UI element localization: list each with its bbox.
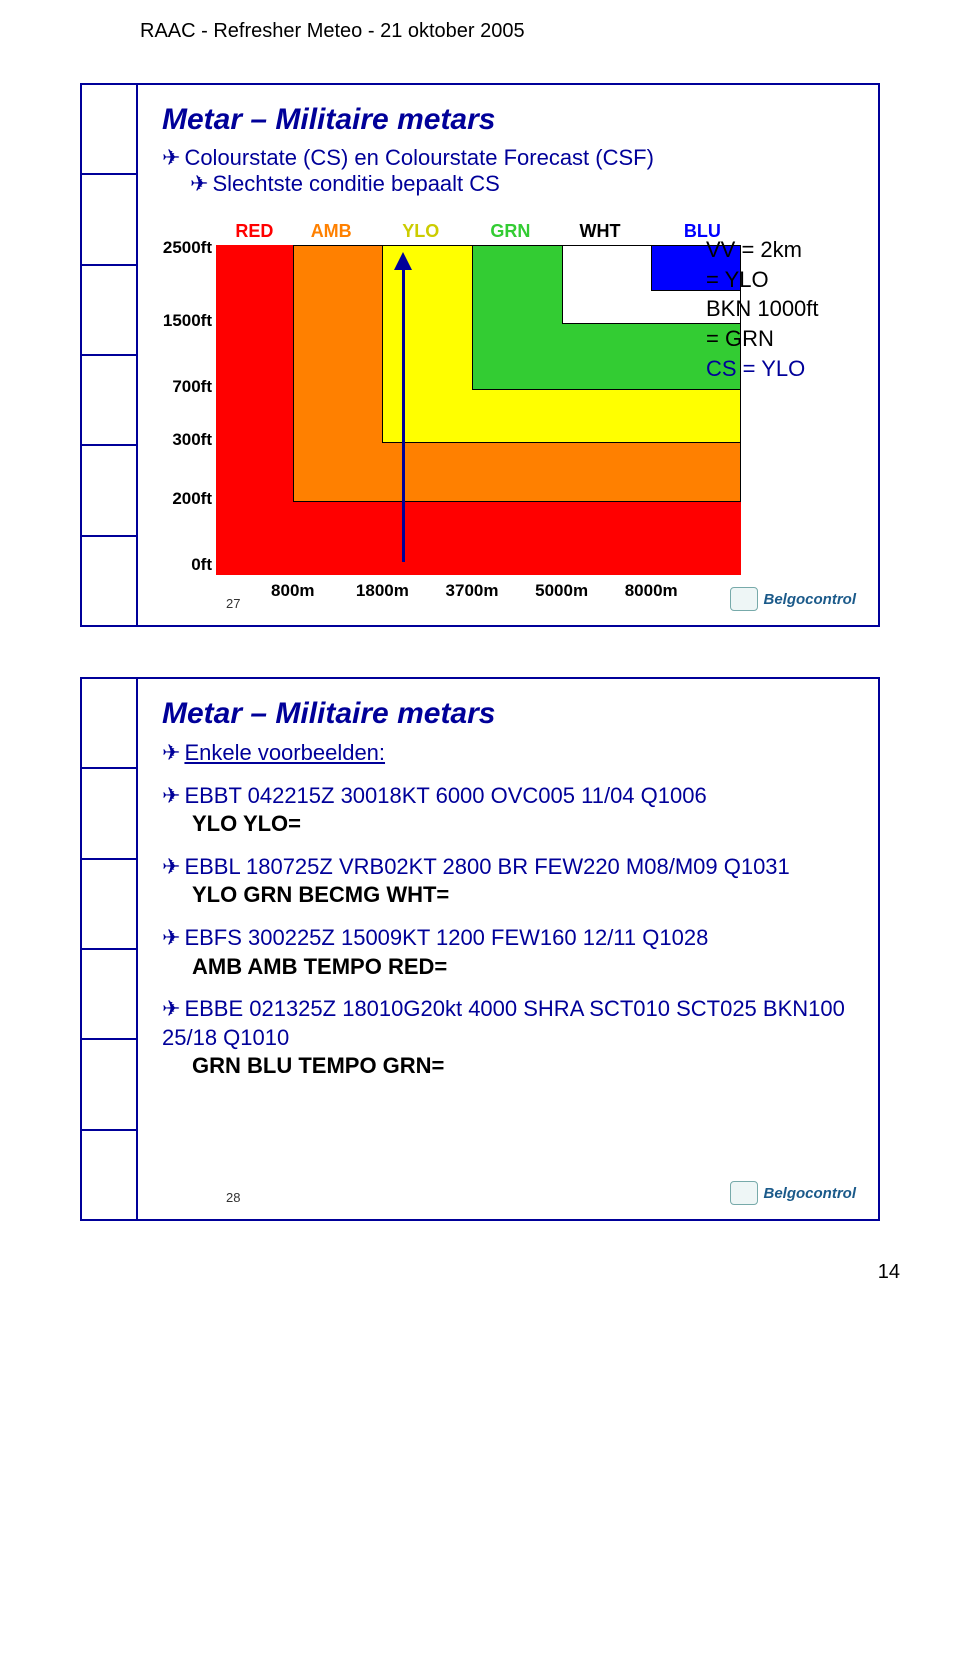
- belgocontrol-icon: [730, 587, 758, 611]
- metar-text: EBBE 021325Z 18010G20kt 4000 SHRA SCT010…: [162, 996, 845, 1050]
- slide-number: 28: [226, 1190, 240, 1205]
- slide-28-content: Metar – Militaire metars ✈Enkele voorbee…: [136, 679, 878, 1219]
- leftbar-seg: [82, 860, 136, 950]
- ylabel: 700ft: [152, 377, 212, 397]
- legend-line: VV = 2km: [706, 235, 819, 265]
- legend-text: VV = 2km = YLO BKN 1000ft = GRN CS = YLO: [706, 235, 819, 383]
- slide-left-bar: [82, 85, 138, 625]
- plane-icon: ✈: [162, 925, 180, 950]
- leftbar-seg: [82, 679, 136, 769]
- logo: Belgocontrol: [730, 587, 857, 611]
- intro-line: ✈Enkele voorbeelden:: [162, 739, 860, 768]
- xlabel: 1800m: [356, 581, 409, 601]
- legend-cs: CS = YLO: [706, 354, 819, 384]
- slide-left-bar: [82, 679, 138, 1219]
- plane-icon: ✈: [162, 740, 180, 765]
- metar-text: EBBL 180725Z VRB02KT 2800 BR FEW220 M08/…: [184, 854, 789, 879]
- leftbar-seg: [82, 266, 136, 356]
- sub1-text: Colourstate (CS) en Colourstate Forecast…: [184, 145, 654, 170]
- logo-text: Belgocontrol: [764, 591, 857, 608]
- subtitle-2: ✈Slechtste conditie bepaalt CS: [190, 171, 860, 197]
- leftbar-seg: [82, 85, 136, 175]
- plane-icon: ✈: [162, 854, 180, 879]
- sub2-text: Slechtste conditie bepaalt CS: [212, 171, 499, 196]
- slide-number: 27: [226, 596, 240, 611]
- logo-text: Belgocontrol: [764, 1185, 857, 1202]
- legend-line: = YLO: [706, 265, 819, 295]
- ylabel: 1500ft: [152, 311, 212, 331]
- intro-label: Enkele voorbeelden:: [184, 740, 385, 765]
- slide-27: Metar – Militaire metars ✈Colourstate (C…: [80, 83, 880, 627]
- leftbar-seg: [82, 1040, 136, 1130]
- leftbar-seg: [82, 356, 136, 446]
- slide-title: Metar – Militaire metars: [162, 103, 860, 137]
- metar-cs: AMB AMB TEMPO RED=: [192, 954, 447, 979]
- xlabel: 800m: [271, 581, 314, 601]
- leftbar-seg: [82, 537, 136, 625]
- logo: Belgocontrol: [730, 1181, 857, 1205]
- ylabel: 0ft: [152, 555, 212, 575]
- metar-text: EBBT 042215Z 30018KT 6000 OVC005 11/04 Q…: [184, 783, 706, 808]
- xlabel: 3700m: [446, 581, 499, 601]
- arrow-shaft: [402, 265, 405, 562]
- col-ylo: YLO: [402, 221, 439, 242]
- page-number: 14: [0, 1241, 960, 1324]
- col-wht: WHT: [580, 221, 621, 242]
- ylabel: 300ft: [152, 430, 212, 450]
- example-item: ✈EBFS 300225Z 15009KT 1200 FEW160 12/11 …: [162, 924, 860, 981]
- examples-list: ✈Enkele voorbeelden: ✈EBBT 042215Z 30018…: [162, 739, 860, 1081]
- xlabel: 8000m: [625, 581, 678, 601]
- leftbar-seg: [82, 1131, 136, 1219]
- plane-icon: ✈: [190, 171, 208, 196]
- y-axis-labels: 2500ft 1500ft 700ft 300ft 200ft 0ft: [152, 245, 212, 575]
- metar-cs: GRN BLU TEMPO GRN=: [192, 1053, 444, 1078]
- plane-icon: ✈: [162, 783, 180, 808]
- example-item: ✈EBBT 042215Z 30018KT 6000 OVC005 11/04 …: [162, 782, 860, 839]
- plane-icon: ✈: [162, 145, 180, 170]
- metar-cs: YLO GRN BECMG WHT=: [192, 882, 449, 907]
- slide-28-wrap: Metar – Militaire metars ✈Enkele voorbee…: [0, 647, 960, 1241]
- belgocontrol-icon: [730, 1181, 758, 1205]
- metar-cs: YLO YLO=: [192, 811, 301, 836]
- plane-icon: ✈: [162, 996, 180, 1021]
- slide-28: Metar – Militaire metars ✈Enkele voorbee…: [80, 677, 880, 1221]
- col-grn: GRN: [490, 221, 530, 242]
- ylabel: 2500ft: [152, 238, 212, 258]
- leftbar-seg: [82, 175, 136, 265]
- example-item: ✈EBBE 021325Z 18010G20kt 4000 SHRA SCT01…: [162, 995, 860, 1081]
- leftbar-seg: [82, 950, 136, 1040]
- xlabel: 5000m: [535, 581, 588, 601]
- example-item: ✈EBBL 180725Z VRB02KT 2800 BR FEW220 M08…: [162, 853, 860, 910]
- arrow-head-icon: [394, 252, 412, 270]
- legend-line: = GRN: [706, 324, 819, 354]
- subtitle-1: ✈Colourstate (CS) en Colourstate Forecas…: [162, 145, 860, 171]
- slide-27-content: Metar – Militaire metars ✈Colourstate (C…: [136, 85, 878, 625]
- leftbar-seg: [82, 446, 136, 536]
- metar-text: EBFS 300225Z 15009KT 1200 FEW160 12/11 Q…: [184, 925, 708, 950]
- col-amb: AMB: [311, 221, 352, 242]
- doc-header: RAAC - Refresher Meteo - 21 oktober 2005: [0, 0, 960, 53]
- slide-title: Metar – Militaire metars: [162, 697, 860, 731]
- col-red: RED: [235, 221, 273, 242]
- leftbar-seg: [82, 769, 136, 859]
- legend-line: BKN 1000ft: [706, 294, 819, 324]
- ylabel: 200ft: [152, 489, 212, 509]
- slide-27-wrap: Metar – Militaire metars ✈Colourstate (C…: [0, 53, 960, 647]
